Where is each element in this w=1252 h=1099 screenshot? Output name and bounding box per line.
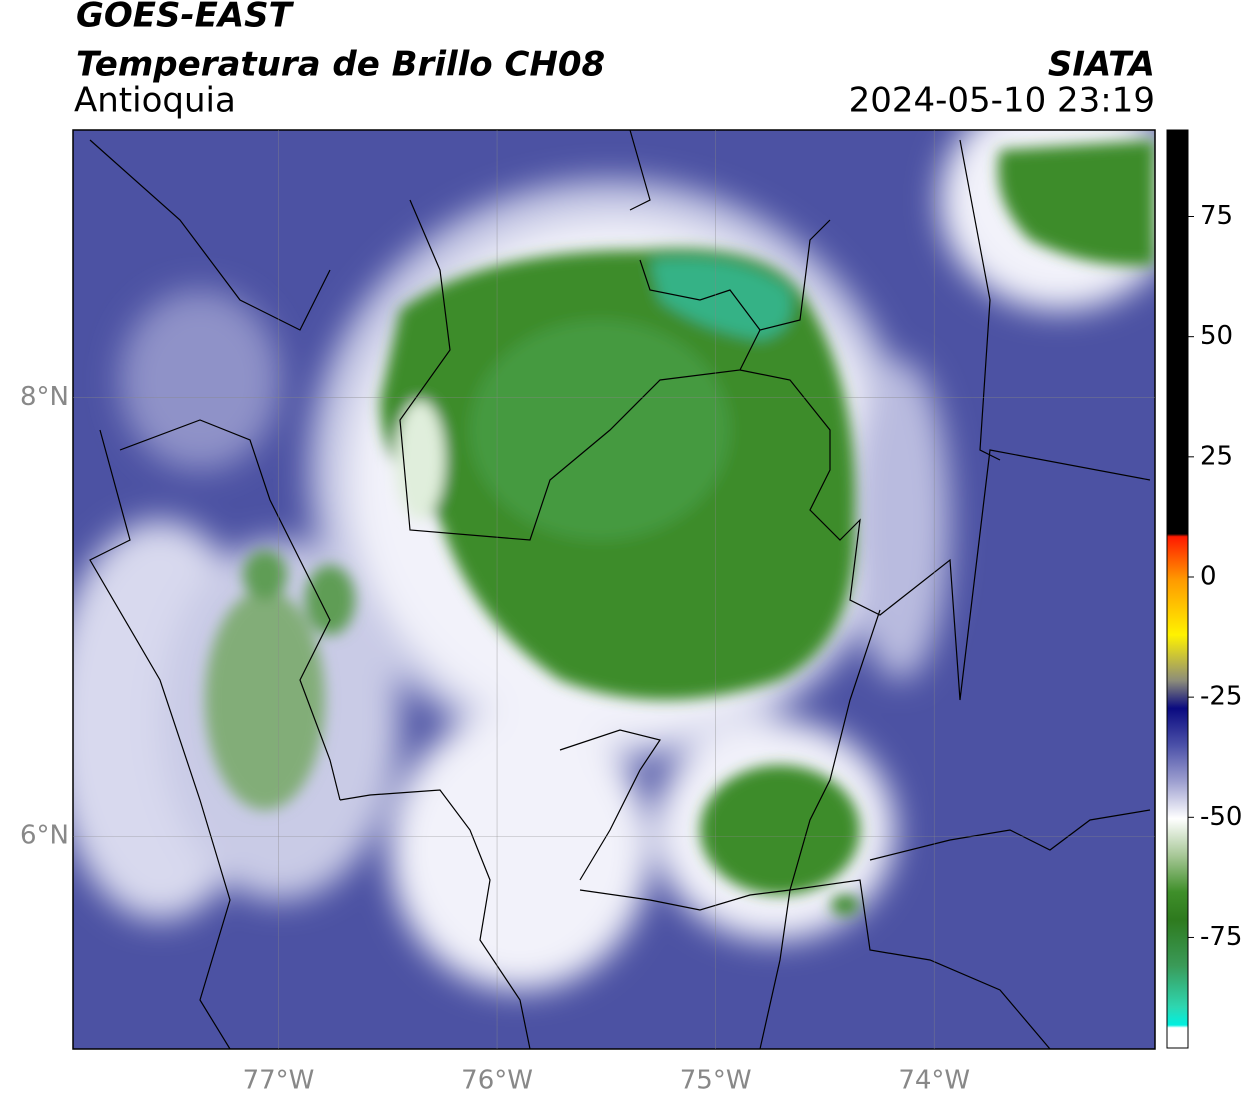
- x-tick-label: 75°W: [680, 1066, 752, 1096]
- borders: [89, 130, 1151, 1049]
- colorbar-tick-label: 50: [1200, 321, 1233, 351]
- colorbar-tick-label: -75: [1200, 922, 1242, 952]
- colorbar-tick-label: 0: [1200, 561, 1217, 591]
- x-tick-label: 74°W: [898, 1066, 970, 1096]
- x-tick-label: 76°W: [461, 1066, 533, 1096]
- agency: SIATA: [1048, 45, 1155, 85]
- colorbar-tick-label: 75: [1200, 201, 1233, 231]
- colorbar: [1166, 129, 1189, 1049]
- source: GOES-EAST: [76, 0, 295, 36]
- x-tick-label: 77°W: [243, 1066, 315, 1096]
- title: Temperatura de Brillo CH08: [76, 45, 605, 85]
- colorbar-tick-label: -50: [1200, 802, 1242, 832]
- region: Antioquia: [74, 81, 236, 121]
- colorbar-tick-label: -25: [1200, 682, 1242, 712]
- y-tick-label: 6°N: [20, 821, 69, 851]
- colorbar-tick-label: 25: [1200, 441, 1233, 471]
- satellite-image: [73, 130, 1155, 1049]
- map-frame: [72, 129, 1156, 1050]
- y-tick-label: 8°N: [20, 382, 69, 412]
- datetime: 2024-05-10 23:19: [849, 81, 1155, 121]
